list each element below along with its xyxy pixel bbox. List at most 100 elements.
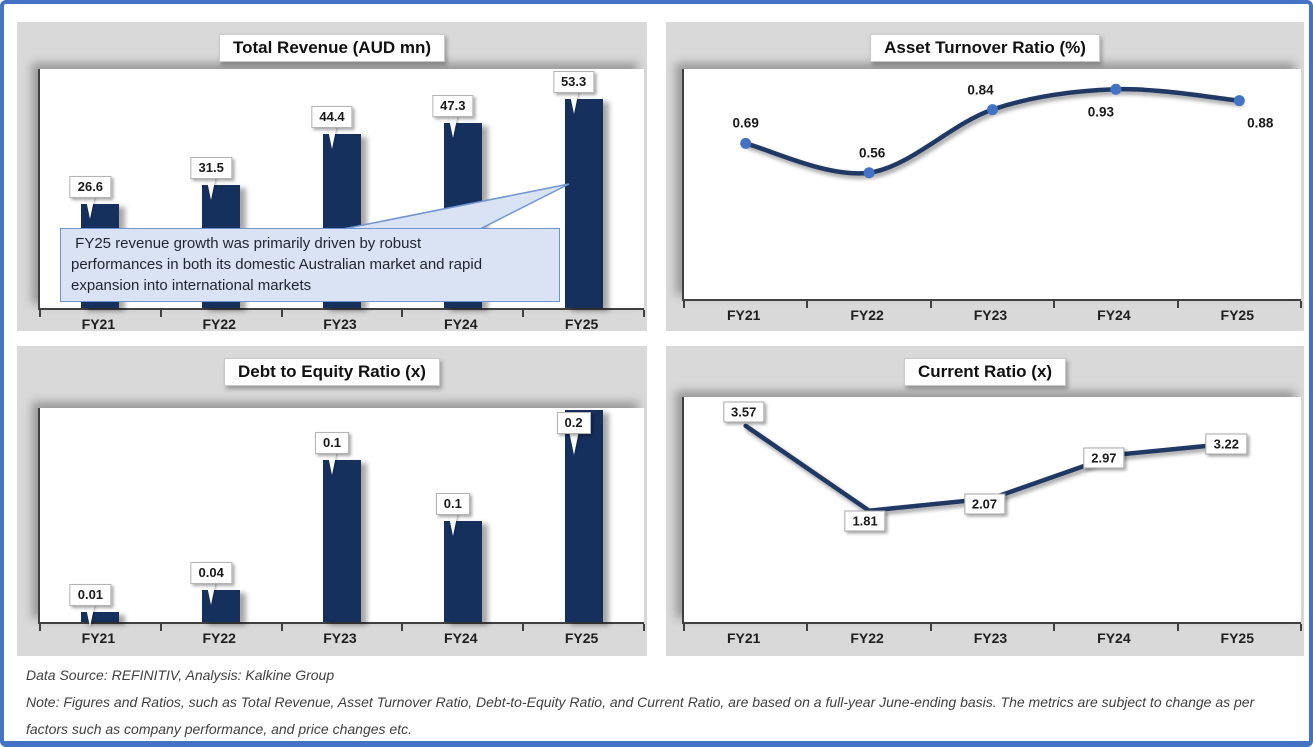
axis-tick [806, 624, 809, 631]
axis-tick [522, 310, 525, 317]
category-label: FY21 [726, 630, 761, 646]
plot-area-current-ratio: 3.57 1.81 2.07 2.97 3.22 [682, 397, 1302, 631]
data-label-pointer [85, 194, 96, 219]
category-label: FY21 [726, 307, 761, 323]
axis-tick [159, 624, 162, 631]
axis-tick [1300, 301, 1302, 308]
panel-debt-to-equity: Debt to Equity Ratio (x) 0.01 0.04 0.1 0.1 0… [17, 346, 647, 656]
axis-tick [1176, 624, 1179, 631]
bar [564, 99, 603, 308]
axis-tick [1300, 624, 1302, 631]
data-label: 1.81 [844, 510, 886, 532]
category-label: FY25 [1220, 630, 1255, 646]
panel-current-ratio: Current Ratio (x) 3.57 1.81 2.07 2.97 3.22 F… [666, 346, 1304, 656]
category-label: FY21 [81, 316, 116, 332]
bar [443, 521, 482, 622]
category-label: FY23 [323, 316, 357, 332]
data-label: 0.1 [435, 493, 470, 516]
marker [987, 104, 998, 116]
data-label: 26.6 [69, 175, 112, 198]
plot-area-asset-turnover: 0.69 0.56 0.84 0.93 0.88 [682, 69, 1302, 308]
data-label-pointer [206, 175, 217, 200]
category-label: FY22 [202, 316, 236, 332]
line-series-svg [740, 83, 1245, 179]
category-label: FY25 [1220, 307, 1255, 323]
category-axis-total-revenue: FY21 FY22 FY23 FY24 FY25 [38, 316, 642, 336]
category-axis-debt-to-equity: FY21 FY22 FY23 FY24 FY25 [38, 630, 642, 650]
category-label: FY23 [973, 630, 1008, 646]
category-label: FY24 [444, 316, 478, 332]
data-label: 53.3 [552, 71, 595, 94]
axis-tick [280, 624, 283, 631]
category-label: FY23 [973, 307, 1008, 323]
axis-tick [643, 310, 645, 317]
axis-tick [643, 624, 645, 631]
plot-area-debt-to-equity: 0.01 0.04 0.1 0.1 0.2 [38, 408, 645, 631]
data-label-pointer [447, 512, 458, 537]
axis-tick [401, 310, 404, 317]
line-series [743, 86, 1242, 176]
panel-asset-turnover: Asset Turnover Ratio (%) 0.69 0.56 0.84 0.9… [666, 22, 1304, 331]
chart-title-current-ratio: Current Ratio (x) [903, 358, 1067, 386]
data-label-pointer [85, 603, 96, 628]
axis-tick [159, 310, 162, 317]
data-label: 47.3 [432, 94, 474, 117]
marker [863, 167, 875, 179]
category-label: FY24 [444, 630, 478, 646]
data-label: 0.69 [732, 115, 759, 131]
data-label-pointer [447, 113, 458, 138]
category-label: FY25 [564, 630, 599, 646]
data-label: 31.5 [190, 156, 232, 179]
data-label: 2.97 [1083, 447, 1125, 469]
data-label: 0.04 [190, 562, 232, 585]
axis-tick [401, 624, 404, 631]
category-label: FY23 [323, 630, 357, 646]
annotation-pointer [327, 183, 570, 233]
category-axis-current-ratio: FY21 FY22 FY23 FY24 FY25 [682, 630, 1299, 650]
axis-tick [39, 624, 41, 631]
data-label-pointer [568, 90, 579, 115]
data-label-pointer [327, 125, 337, 150]
category-axis-asset-turnover: FY21 FY22 FY23 FY24 FY25 [682, 307, 1299, 327]
bar [81, 612, 120, 622]
data-label: 3.22 [1205, 433, 1247, 455]
chart-title-asset-turnover: Asset Turnover Ratio (%) [870, 34, 1100, 62]
data-label: 0.01 [69, 584, 112, 607]
annotation-callout: FY25 revenue growth was primarily driven… [60, 228, 560, 302]
data-label-pointer [206, 581, 217, 606]
axis-tick [1053, 301, 1056, 308]
axis-tick [683, 301, 685, 308]
data-source-note: Data Source: REFINITIV, Analysis: Kalkin… [26, 667, 335, 683]
marker [1110, 83, 1122, 95]
category-label: FY24 [1097, 630, 1131, 646]
footer-notes: Data Source: REFINITIV, Analysis: Kalkin… [26, 662, 1298, 741]
marker [740, 137, 752, 149]
axis-tick [683, 624, 685, 631]
data-label: 0.1 [314, 431, 350, 454]
marker [1233, 95, 1245, 107]
category-label: FY22 [850, 307, 884, 323]
axis-tick [522, 624, 525, 631]
plot-area-total-revenue: 26.6 31.5 44.4 47.3 53.3 FY25 revenue growth… [38, 69, 645, 317]
axis-tick [929, 624, 932, 631]
axis-tick [1053, 624, 1056, 631]
bar [323, 459, 361, 622]
category-label: FY25 [564, 316, 599, 332]
chart-title-total-revenue: Total Revenue (AUD mn) [218, 34, 446, 62]
axis-tick [280, 310, 283, 317]
axis-tick [1176, 301, 1179, 308]
data-label-pointer [568, 431, 579, 456]
axis-tick [39, 310, 41, 317]
data-label-pointer [327, 450, 337, 475]
category-label: FY24 [1097, 307, 1131, 323]
data-label: 44.4 [311, 106, 353, 129]
chart-title-debt-to-equity: Debt to Equity Ratio (x) [224, 358, 440, 386]
data-label: 0.88 [1247, 115, 1274, 131]
data-label: 0.2 [556, 412, 591, 435]
category-label: FY21 [81, 630, 116, 646]
data-label: 0.93 [1087, 104, 1115, 120]
panel-total-revenue: Total Revenue (AUD mn) 26.6 31.5 44.4 47.3 5… [17, 22, 647, 332]
axis-tick [929, 301, 932, 308]
data-label: 0.56 [858, 145, 886, 161]
